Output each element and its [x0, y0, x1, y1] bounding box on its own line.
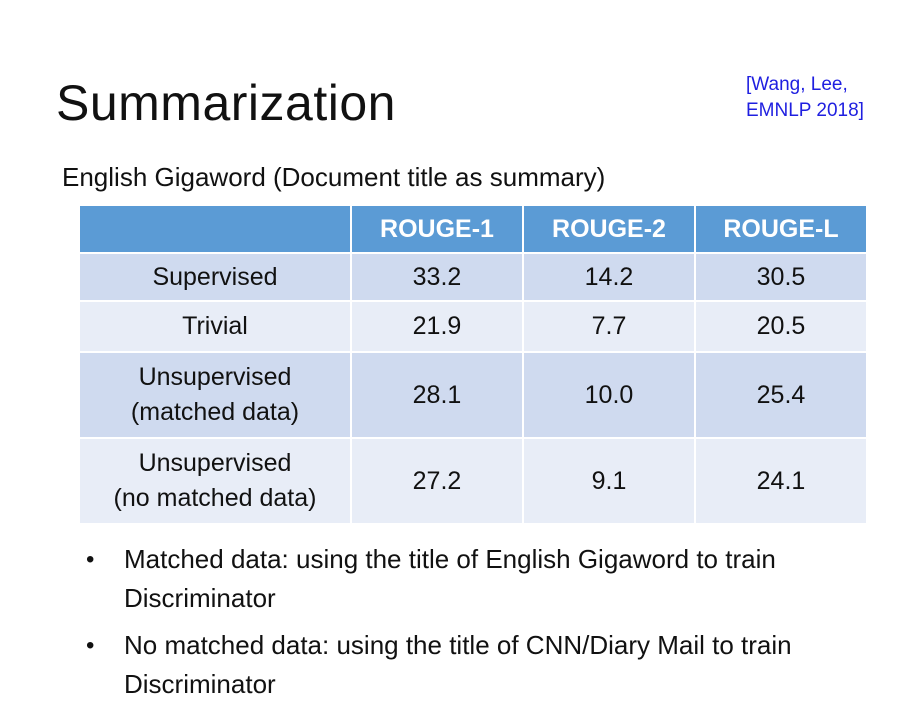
table-row: Unsupervised (no matched data) 27.2 9.1 …	[78, 437, 868, 525]
row-label-line: (no matched data)	[113, 484, 317, 512]
citation-line-1: [Wang, Lee,	[746, 74, 848, 95]
bullet-text: No matched data: using the title of CNN/…	[124, 630, 792, 699]
table-header-row: ROUGE-1 ROUGE-2 ROUGE-L	[78, 204, 868, 254]
cell-rouge-1: 21.9	[350, 300, 524, 353]
list-item: • Matched data: using the title of Engli…	[82, 540, 882, 618]
cell-rouge-1: 33.2	[350, 252, 524, 302]
header-cell-rouge-2: ROUGE-2	[522, 204, 696, 254]
table-row: Trivial 21.9 7.7 20.5	[78, 300, 868, 353]
bullet-marker: •	[86, 632, 95, 659]
header-cell-rouge-l: ROUGE-L	[694, 204, 868, 254]
bullet-text: Matched data: using the title of English…	[124, 544, 776, 613]
cell-rouge-2: 7.7	[522, 300, 696, 353]
cell-rouge-l: 25.4	[694, 351, 868, 439]
cell-rouge-l: 24.1	[694, 437, 868, 525]
citation-line-2: EMNLP 2018]	[746, 100, 864, 121]
row-label-line: Unsupervised	[138, 363, 292, 391]
cell-rouge-1: 28.1	[350, 351, 524, 439]
cell-rouge-2: 14.2	[522, 252, 696, 302]
bullet-marker: •	[86, 546, 95, 573]
citation: [Wang, Lee, EMNLP 2018]	[746, 72, 864, 124]
table-row: Supervised 33.2 14.2 30.5	[78, 252, 868, 302]
row-label-line: Unsupervised	[138, 449, 292, 477]
cell-rouge-1: 27.2	[350, 437, 524, 525]
bullet-list: • Matched data: using the title of Engli…	[82, 540, 882, 712]
row-label: Unsupervised (no matched data)	[78, 437, 352, 525]
row-label-line: Supervised	[152, 262, 278, 291]
row-label: Trivial	[78, 300, 352, 353]
list-item: • No matched data: using the title of CN…	[82, 626, 882, 704]
cell-rouge-2: 9.1	[522, 437, 696, 525]
cell-rouge-2: 10.0	[522, 351, 696, 439]
header-cell-rouge-1: ROUGE-1	[350, 204, 524, 254]
row-label: Supervised	[78, 252, 352, 302]
slide-subtitle: English Gigaword (Document title as summ…	[62, 162, 606, 192]
results-table: ROUGE-1 ROUGE-2 ROUGE-L Supervised 33.2 …	[78, 204, 868, 525]
slide-title: Summarization	[56, 75, 396, 131]
row-label-line: Trivial	[182, 312, 248, 340]
table-row: Unsupervised (matched data) 28.1 10.0 25…	[78, 351, 868, 439]
cell-rouge-l: 30.5	[694, 252, 868, 302]
row-label: Unsupervised (matched data)	[78, 351, 352, 439]
cell-rouge-l: 20.5	[694, 300, 868, 353]
header-cell-empty	[78, 204, 352, 254]
row-label-line: (matched data)	[130, 398, 300, 426]
